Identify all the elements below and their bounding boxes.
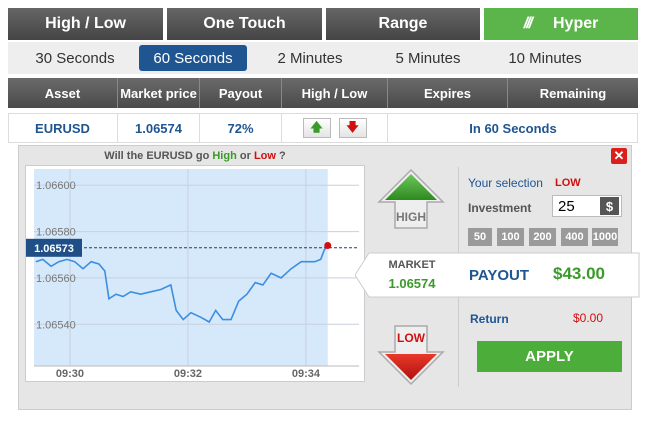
return-value: $0.00 <box>573 311 604 325</box>
market-box-shape <box>355 252 640 298</box>
y-tick-label: 1.06560 <box>36 273 76 285</box>
tab[interactable]: /// Hyper <box>484 8 638 40</box>
investment-label: Investment <box>468 201 532 215</box>
chart-box: 09:30 09:32 09:34 1.06540 1.06560 1.06580 1.06… <box>25 165 365 382</box>
duration[interactable]: 10 Minutes <box>508 49 582 67</box>
currency: $ <box>600 197 619 215</box>
return-label: Return <box>470 312 509 326</box>
tab[interactable]: Range <box>326 8 480 40</box>
duration[interactable]: 2 Minutes <box>277 49 343 67</box>
tab[interactable]: One Touch <box>167 8 322 40</box>
high-low-buttons: 🡅 🡇 <box>282 114 388 142</box>
chart: 09:30 09:32 09:34 1.06540 1.06560 1.06580 1.06… <box>26 169 359 380</box>
x-tick-label: 09:30 <box>56 368 84 380</box>
low-label: LOW <box>397 331 426 345</box>
y-tick-label: 1.06580 <box>36 227 76 239</box>
row <box>8 113 638 143</box>
current-price-label: 1.06573 <box>34 243 74 255</box>
payout: 72% <box>200 114 282 142</box>
tab-label: Hyper <box>552 15 599 32</box>
high-button[interactable]: HIGH <box>377 168 445 229</box>
tab[interactable]: High / Low <box>8 8 163 40</box>
up-button[interactable]: 🡅 <box>302 118 331 138</box>
close-button[interactable]: ✕ <box>611 148 627 164</box>
icon: /// <box>523 15 533 32</box>
duration[interactable]: 30 Seconds <box>35 49 115 67</box>
market-price: 1.06574 <box>118 114 200 142</box>
amount-button[interactable]: 50 <box>468 228 492 246</box>
low-button[interactable]: LOW <box>377 325 445 386</box>
question-text: or <box>236 150 254 162</box>
column-header: Asset <box>8 78 118 108</box>
down-button[interactable]: 🡇 <box>338 118 367 138</box>
amount-button[interactable]: 100 <box>497 228 524 246</box>
duration[interactable]: 5 Minutes <box>395 49 461 67</box>
apply-button[interactable]: APPLY <box>477 341 622 372</box>
amount-button[interactable]: 400 <box>561 228 588 246</box>
payout-label: PAYOUT <box>469 267 529 284</box>
question-text: ? <box>275 150 286 162</box>
direction-buttons: HIGH LOW <box>377 168 445 386</box>
column-header: Remaining <box>508 78 638 108</box>
payout-value: $43.00 <box>553 264 605 283</box>
question: Will the EURUSD go High or Low ? <box>25 150 365 162</box>
question-low: Low <box>253 150 276 162</box>
price-line <box>35 245 329 324</box>
selection-label: Your selection <box>468 176 543 190</box>
current-price-box <box>26 238 82 257</box>
selection-value: LOW <box>555 177 581 189</box>
question-text: Will the EURUSD go <box>104 150 213 162</box>
amount-button[interactable]: 1000 <box>592 228 618 246</box>
x-tick-label: 09:32 <box>174 368 202 380</box>
market-box: MARKET 1.06574 PAYOUT $43.00 <box>355 252 640 298</box>
expires: In 60 Seconds <box>469 120 557 136</box>
duration-bar <box>8 42 638 74</box>
y-tick-label: 1.06600 <box>36 180 76 192</box>
x-tick-label: 09:34 <box>292 368 321 380</box>
asset: EURUSD <box>8 114 118 142</box>
high-arrow-head <box>385 174 437 200</box>
column-header: High / Low <box>282 78 388 108</box>
past-area <box>34 169 328 366</box>
question-high: High <box>212 150 237 162</box>
duration[interactable]: 60 Seconds <box>139 45 247 71</box>
low-arrow-head <box>385 354 437 380</box>
column-header: Payout <box>200 78 282 108</box>
market-label: MARKET <box>388 259 435 271</box>
column-header: Expires <box>388 78 508 108</box>
y-tick-label: 1.06540 <box>36 319 76 331</box>
last-point <box>324 241 332 249</box>
high-label: HIGH <box>396 210 426 224</box>
market-value: 1.06574 <box>389 276 437 291</box>
column-header: Market price <box>118 78 200 108</box>
amount-button[interactable]: 200 <box>529 228 556 246</box>
